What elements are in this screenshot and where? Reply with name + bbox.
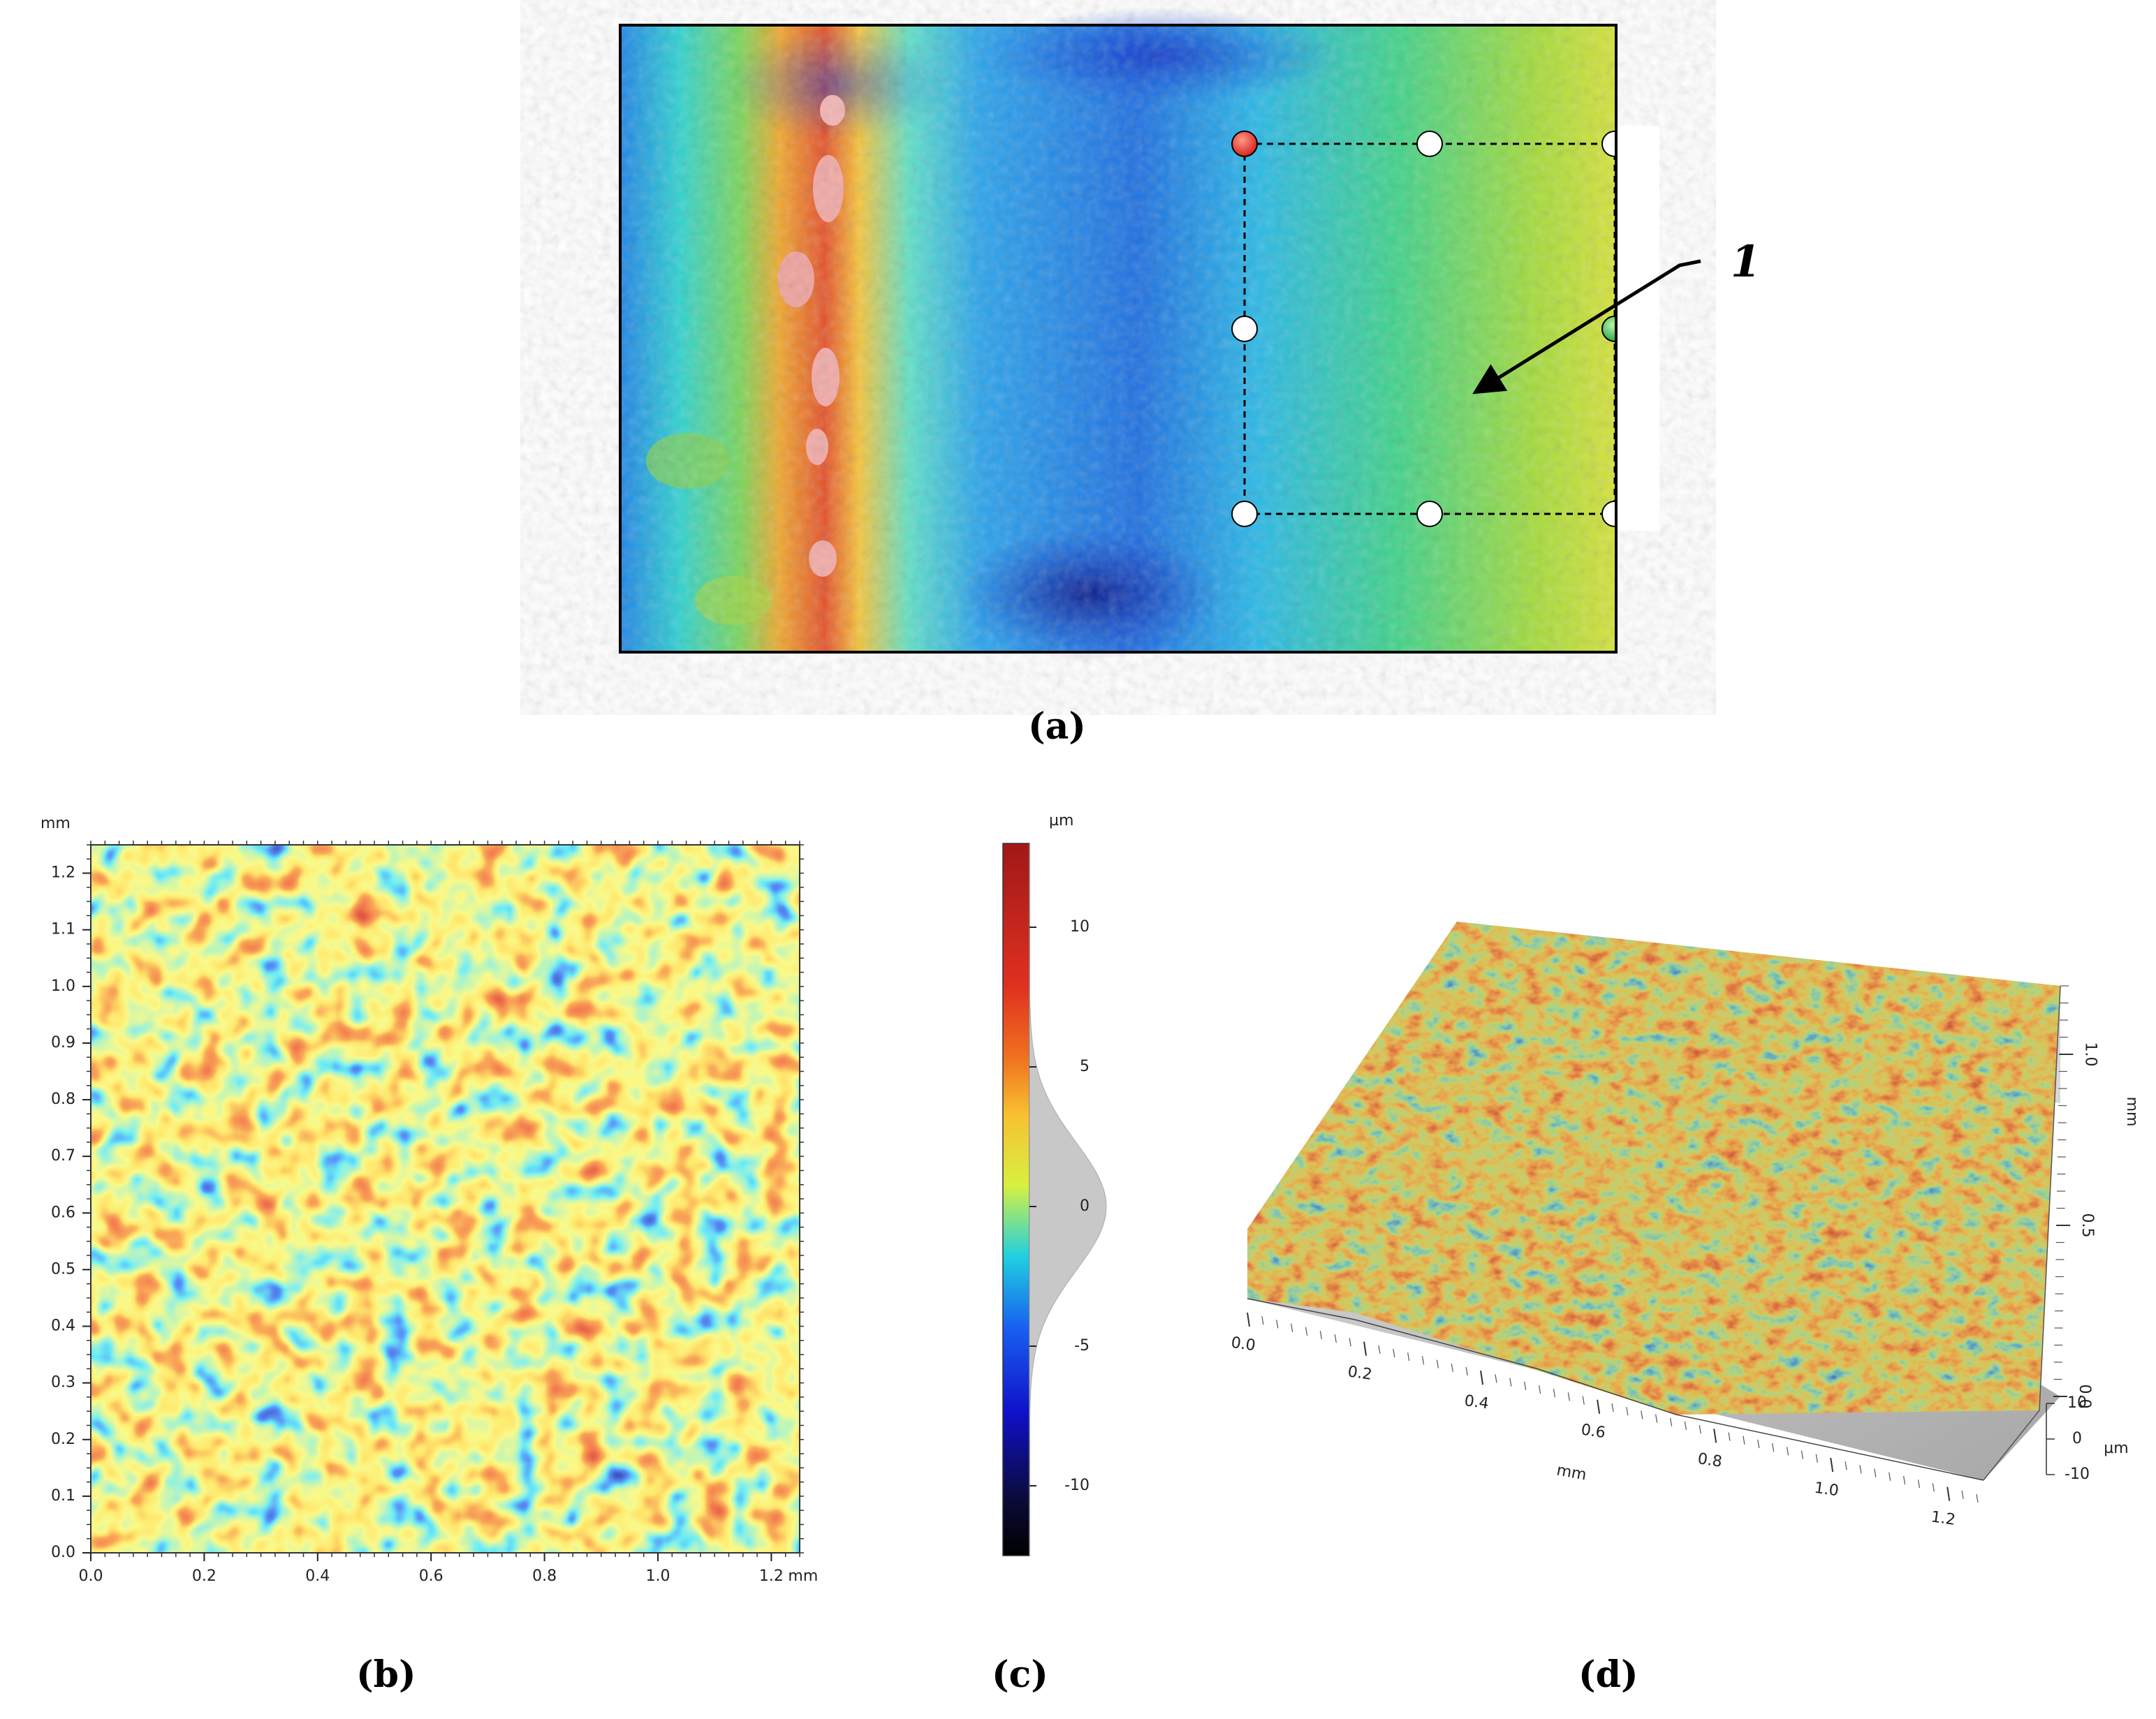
- x3d-tick-label: 0.6: [1580, 1421, 1606, 1442]
- handle-top-middle[interactable]: [1416, 131, 1443, 157]
- panel-b: 0.0 0.2 0.4 0.6 0.8 1.0 1.2 mm 0.0 0.1 0.2 0.3 0.4 0.…: [0, 768, 866, 1719]
- x3d-tick-label: 1.0: [1813, 1480, 1840, 1500]
- colorbar-chart: µm 10 5 0 -5 -10: [1002, 812, 1107, 1556]
- handle-bottom-middle[interactable]: [1416, 501, 1443, 527]
- x-tick-label: 1.0: [646, 1567, 670, 1585]
- colorbar-unit-label: µm: [1049, 812, 1073, 829]
- x-tick-label: 0.8: [532, 1567, 557, 1585]
- y3d-tick-label: 1.0: [2081, 1042, 2099, 1067]
- y-tick-label: 0.8: [51, 1091, 75, 1108]
- y-tick-label: 0.2: [51, 1431, 75, 1448]
- x3d-tick-label: 0.0: [1230, 1334, 1256, 1355]
- panel-a: 1 (a): [0, 0, 2156, 768]
- heatmap-chart: 0.0 0.2 0.4 0.6 0.8 1.0 1.2 mm0.00.10.20.30.40.…: [41, 815, 818, 1585]
- y-axis-unit-label: mm: [41, 815, 71, 832]
- x3d-tick-label: 0.8: [1696, 1450, 1723, 1471]
- panel-a-svg: [619, 7, 1701, 660]
- colorbar-histogram: [1029, 843, 1107, 1556]
- y3d-unit-label: mm: [2123, 1097, 2141, 1127]
- y-tick-label: 0.7: [51, 1147, 75, 1165]
- x3d-unit-label: mm: [1555, 1461, 1588, 1484]
- x-tick-label: 0.6: [419, 1567, 443, 1585]
- heatmap-surface: [91, 845, 800, 1553]
- colorbar-tick-label: -10: [1064, 1477, 1090, 1494]
- y3d-tick-label: 0.0: [2076, 1385, 2093, 1409]
- caption-a: (a): [1028, 705, 1086, 748]
- handle-middle-left[interactable]: [1231, 316, 1258, 342]
- y-tick-label: 0.3: [51, 1374, 75, 1392]
- x-axis-unit-label: mm: [788, 1567, 818, 1585]
- y-tick-label: 0.6: [51, 1204, 75, 1221]
- colorbar-tick-label: 0: [1080, 1197, 1090, 1215]
- y-tick-label: 0.4: [51, 1318, 75, 1335]
- optical-height-map: [619, 7, 1618, 660]
- callout-label-1: 1: [1731, 236, 1761, 287]
- colorbar-tick-label: -5: [1074, 1337, 1090, 1355]
- z3d-tick-label: 10: [2067, 1394, 2087, 1412]
- x3d-tick-label: 0.2: [1347, 1363, 1373, 1384]
- x-tick-label: 0.0: [79, 1567, 103, 1585]
- colorbar-tick-label: 5: [1080, 1058, 1090, 1075]
- caption-b: (b): [356, 1653, 416, 1696]
- callout-arrow: [1472, 259, 1701, 394]
- y-tick-label: 1.2: [51, 864, 75, 882]
- x3d-tick-label: 0.4: [1463, 1392, 1490, 1413]
- y3d-tick-label: 0.5: [2078, 1213, 2096, 1238]
- handle-bottom-left[interactable]: [1231, 501, 1258, 527]
- x-tick-label: 0.2: [192, 1567, 217, 1585]
- handle-top-left[interactable]: [1231, 131, 1258, 157]
- z3d-unit-label: µm: [2104, 1440, 2128, 1457]
- surface-3d-chart: 0.0 0.2 0.4 0.6 0.8 1.0 1.2 mm 0.0 0.5 1.0 mm 10 0 -10…: [1230, 922, 2141, 1529]
- caption-d: (d): [1578, 1653, 1638, 1696]
- x3d-tick-label: 1.2: [1930, 1508, 1956, 1529]
- y-tick-label: 0.5: [51, 1260, 75, 1278]
- surface-3d-mesh: [1247, 922, 2060, 1415]
- y-tick-label: 0.1: [51, 1487, 75, 1505]
- y-tick-label: 1.0: [51, 977, 75, 995]
- panel-c: µm 10 5 0 -5 -10 (c): [866, 768, 1145, 1719]
- z3d-tick-label: -10: [2065, 1466, 2090, 1483]
- z3d-tick-label: 0: [2072, 1430, 2082, 1447]
- y-tick-label: 0.9: [51, 1034, 75, 1052]
- caption-c: (c): [992, 1653, 1048, 1696]
- x-tick-label: 1.2: [759, 1567, 784, 1585]
- colorbar-gradient: [1002, 843, 1030, 1556]
- colorbar-tick-label: 10: [1070, 918, 1090, 936]
- x-tick-label: 0.4: [305, 1567, 330, 1585]
- y-tick-label: 1.1: [51, 921, 75, 938]
- y-tick-label: 0.0: [51, 1544, 75, 1561]
- panel-d: 0.0 0.2 0.4 0.6 0.8 1.0 1.2 mm 0.0 0.5 1.0 mm 10 0 -10…: [1145, 768, 2156, 1719]
